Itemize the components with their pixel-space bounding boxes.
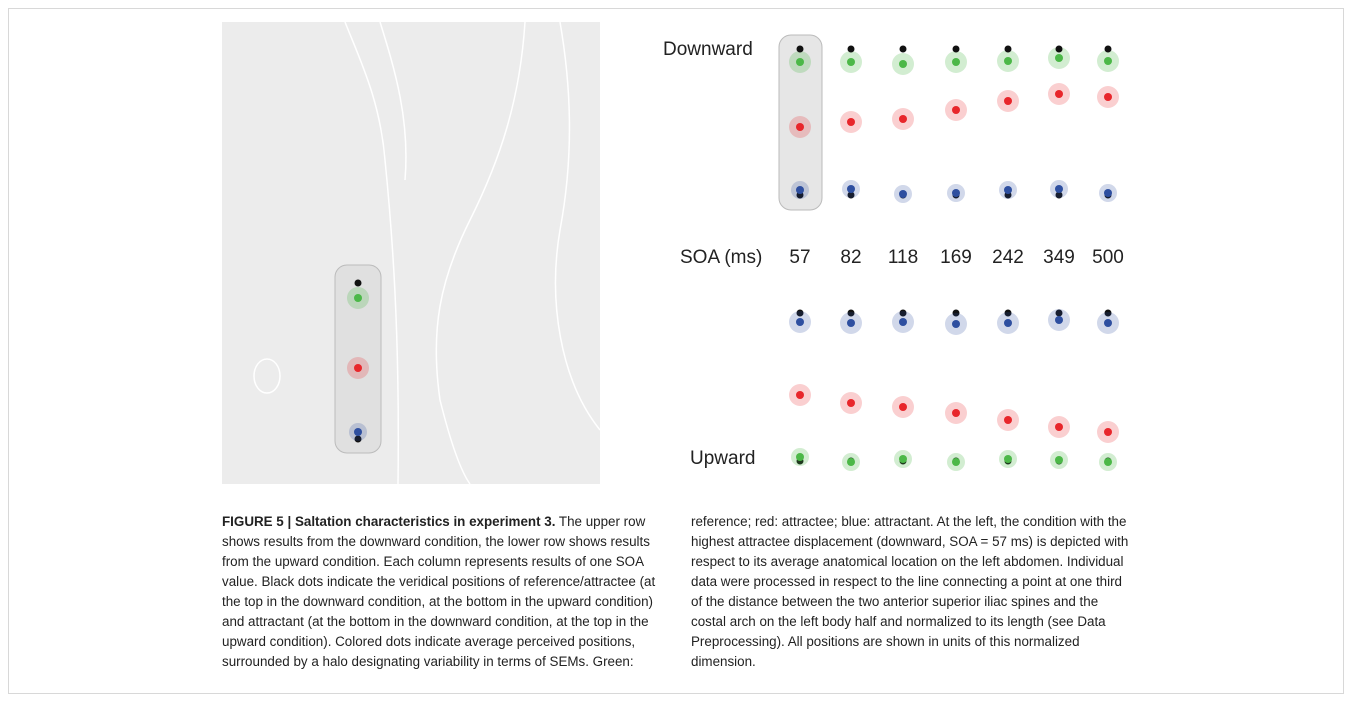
dot bbox=[1104, 93, 1112, 101]
dot bbox=[796, 186, 804, 194]
caption-text: The upper row shows results from the dow… bbox=[222, 514, 1129, 669]
soa-value: 349 bbox=[1043, 247, 1075, 268]
dot bbox=[1004, 455, 1012, 463]
veridical-dot bbox=[796, 45, 804, 53]
veridical-dot bbox=[1004, 45, 1012, 53]
dot bbox=[1004, 97, 1012, 105]
dot bbox=[1104, 57, 1112, 65]
dot bbox=[899, 318, 907, 326]
figure-frame bbox=[8, 8, 1344, 694]
highlight-box bbox=[778, 34, 823, 211]
veridical-dot bbox=[847, 191, 855, 199]
dot bbox=[796, 123, 804, 131]
dot bbox=[1104, 189, 1112, 197]
soa-label: SOA (ms) bbox=[680, 247, 762, 268]
veridical-dot bbox=[1055, 45, 1063, 53]
dot bbox=[354, 428, 362, 436]
dot bbox=[847, 118, 855, 126]
downward-label: Downward bbox=[663, 39, 753, 60]
dot bbox=[847, 399, 855, 407]
dot bbox=[847, 185, 855, 193]
figure: Downward Upward SOA (ms) 57 82 118 169 242 34… bbox=[222, 21, 1124, 485]
veridical-dot bbox=[847, 45, 855, 53]
veridical-dot bbox=[1055, 191, 1063, 199]
dot bbox=[847, 319, 855, 327]
highlight-box bbox=[334, 264, 382, 454]
dot bbox=[952, 409, 960, 417]
veridical-dot bbox=[847, 309, 855, 317]
body-illustration bbox=[222, 21, 601, 485]
veridical-dot bbox=[1104, 45, 1112, 53]
dot bbox=[1104, 319, 1112, 327]
dot bbox=[1055, 316, 1063, 324]
dot bbox=[1055, 185, 1063, 193]
soa-value: 57 bbox=[789, 247, 810, 268]
caption-title: FIGURE 5 | Saltation characteristics in … bbox=[222, 514, 556, 529]
veridical-dot bbox=[354, 435, 362, 443]
dot bbox=[952, 320, 960, 328]
dot bbox=[952, 458, 960, 466]
veridical-dot bbox=[1104, 309, 1112, 317]
dot bbox=[899, 115, 907, 123]
dot bbox=[1004, 186, 1012, 194]
veridical-dot bbox=[952, 309, 960, 317]
dot bbox=[796, 453, 804, 461]
dot bbox=[1055, 90, 1063, 98]
veridical-dot bbox=[899, 45, 907, 53]
dot bbox=[952, 58, 960, 66]
dot bbox=[1104, 428, 1112, 436]
upward-label: Upward bbox=[690, 448, 755, 469]
soa-value: 118 bbox=[888, 247, 918, 268]
soa-value: 82 bbox=[840, 247, 861, 268]
dot bbox=[354, 364, 362, 372]
dot bbox=[847, 58, 855, 66]
dot bbox=[899, 455, 907, 463]
soa-value: 242 bbox=[992, 247, 1024, 268]
veridical-dot bbox=[354, 279, 362, 287]
dot bbox=[354, 294, 362, 302]
caption: FIGURE 5 | Saltation characteristics in … bbox=[222, 512, 1132, 672]
dot bbox=[899, 403, 907, 411]
dot bbox=[1055, 456, 1063, 464]
dot bbox=[1055, 54, 1063, 62]
dot bbox=[899, 60, 907, 68]
dot bbox=[1055, 423, 1063, 431]
dot bbox=[796, 58, 804, 66]
dot bbox=[1004, 57, 1012, 65]
soa-value: 169 bbox=[940, 247, 972, 268]
veridical-dot bbox=[1055, 309, 1063, 317]
dot bbox=[796, 391, 804, 399]
veridical-dot bbox=[952, 45, 960, 53]
dot bbox=[952, 106, 960, 114]
veridical-dot bbox=[899, 309, 907, 317]
veridical-dot bbox=[1004, 309, 1012, 317]
soa-value: 500 bbox=[1092, 247, 1124, 268]
dot bbox=[847, 458, 855, 466]
dot bbox=[952, 189, 960, 197]
dot bbox=[796, 318, 804, 326]
dot bbox=[1104, 458, 1112, 466]
dot bbox=[1004, 416, 1012, 424]
veridical-dot bbox=[796, 309, 804, 317]
dot bbox=[899, 190, 907, 198]
dot bbox=[1004, 319, 1012, 327]
